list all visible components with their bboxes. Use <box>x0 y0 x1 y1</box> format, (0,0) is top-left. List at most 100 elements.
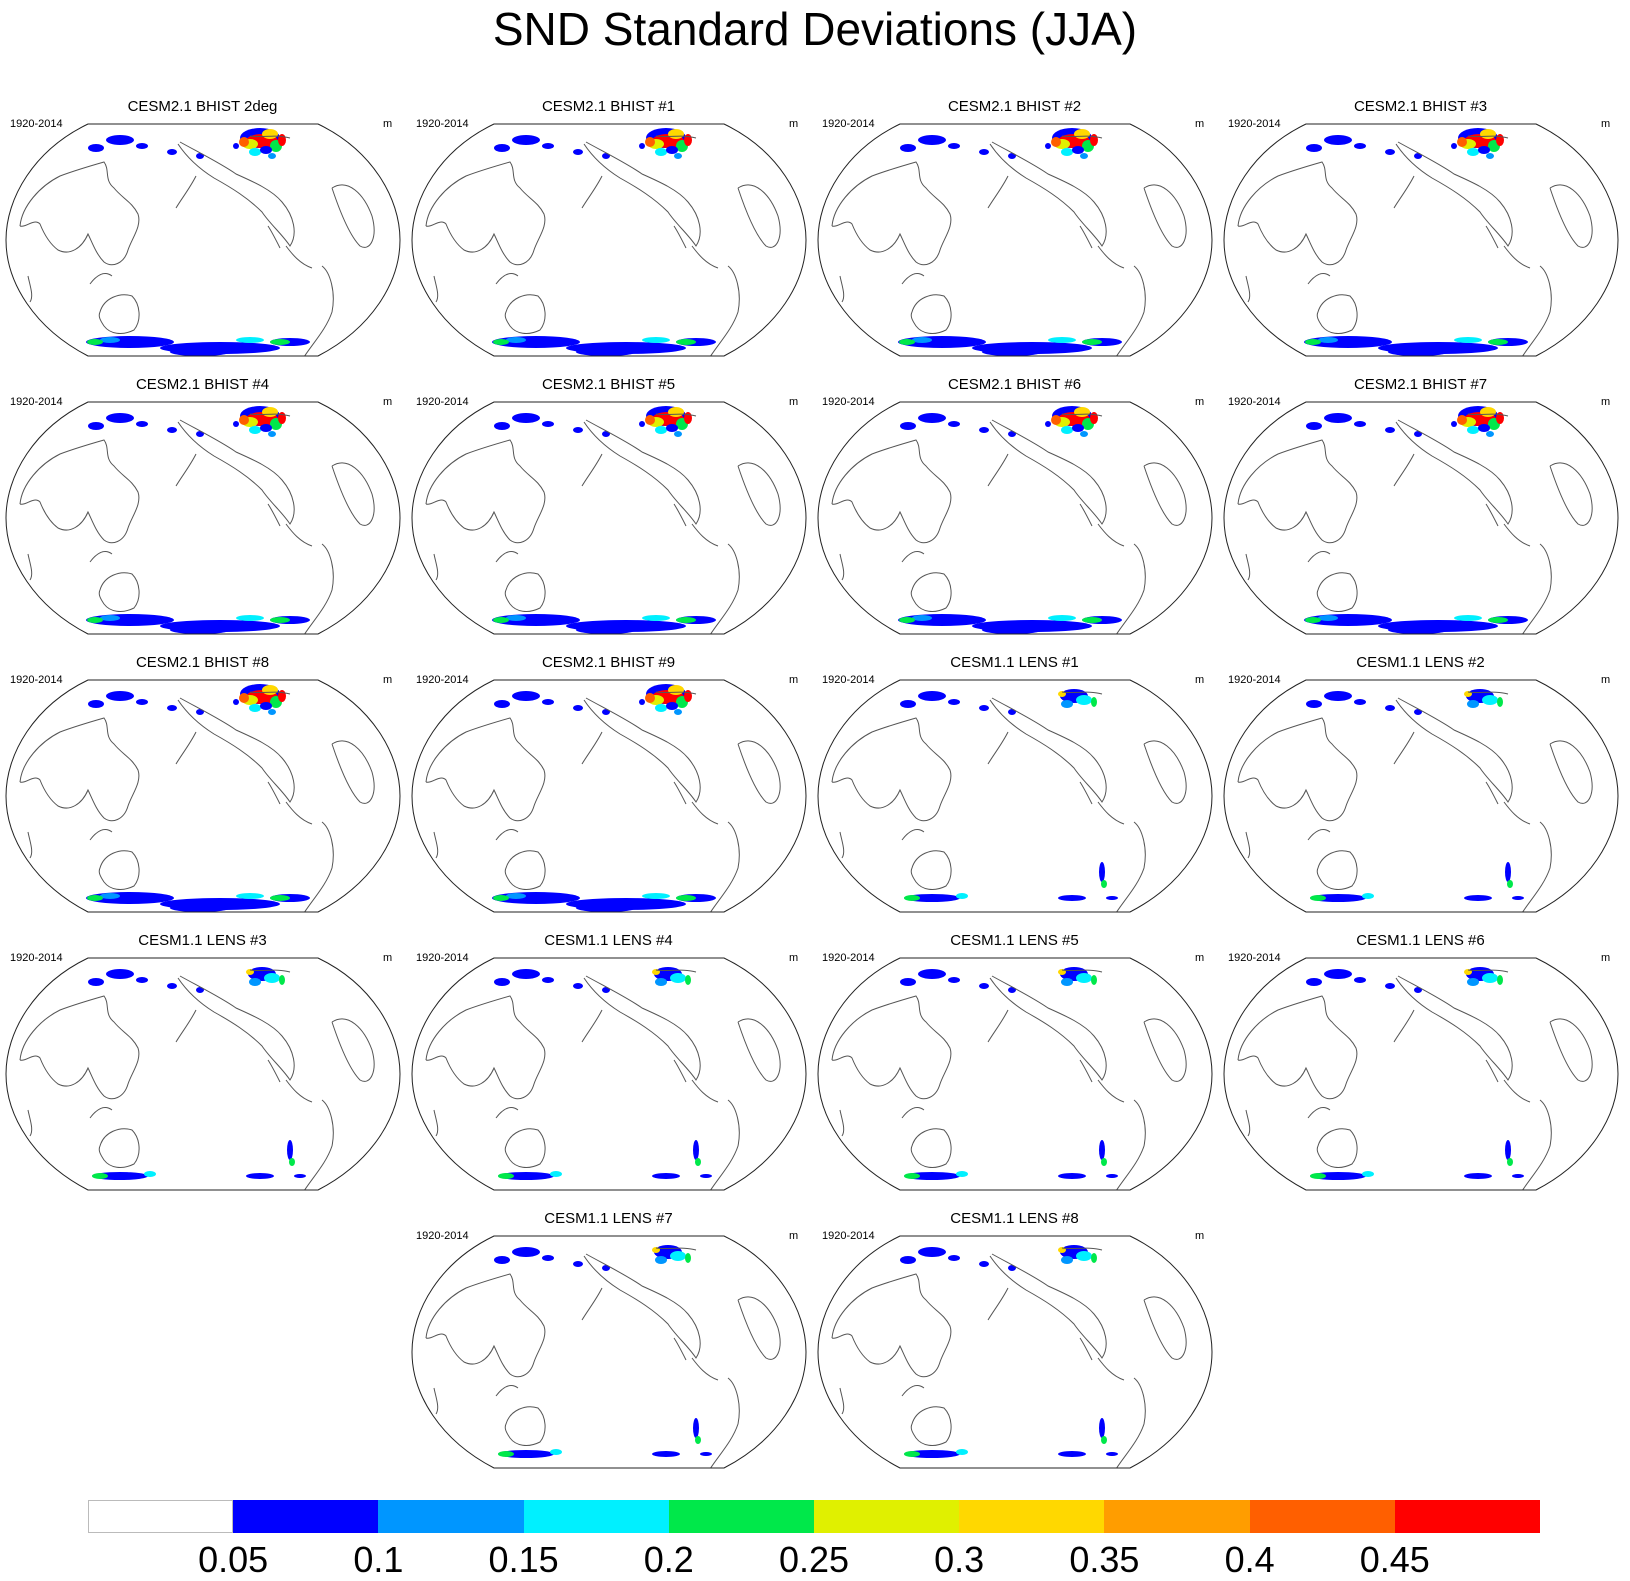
globe-outline <box>5 401 401 635</box>
robinson-map <box>817 123 1213 357</box>
map-panel: CESM2.1 BHIST #5 1920-2014 m <box>406 376 811 641</box>
robinson-map <box>411 1235 807 1469</box>
robinson-map <box>817 957 1213 1191</box>
panel-period-label: 1920-2014 <box>1228 118 1281 130</box>
panel-units-label: m <box>1601 952 1611 964</box>
globe-outline <box>411 401 807 635</box>
colorbar-tick-label: 0.3 <box>934 1539 985 1580</box>
figure-title: SND Standard Deviations (JJA) <box>492 3 1138 55</box>
colorbar-box <box>233 1500 379 1533</box>
globe-outline <box>1223 957 1619 1191</box>
map-panel: CESM1.1 LENS #1 1920-2014 m <box>812 654 1217 919</box>
panel-period-label: 1920-2014 <box>1228 396 1281 408</box>
robinson-map <box>1223 401 1619 635</box>
colorbar-box <box>814 1500 960 1533</box>
panel-period-label: 1920-2014 <box>822 674 875 686</box>
snow-depth-field <box>425 684 781 912</box>
panel-units-label: m <box>789 1230 799 1242</box>
panel-title: CESM1.1 LENS #4 <box>544 932 673 949</box>
map-panel: CESM1.1 LENS #6 1920-2014 m <box>1218 932 1623 1197</box>
panel-period-label: 1920-2014 <box>416 674 469 686</box>
globe-outline <box>817 679 1213 913</box>
map-panel: CESM2.1 BHIST #9 1920-2014 m <box>406 654 811 919</box>
colorbar-tick-label: 0.2 <box>643 1539 694 1580</box>
panel-title: CESM2.1 BHIST #8 <box>135 654 270 671</box>
colorbar-box <box>523 1500 669 1533</box>
colorbar-tick-label: 0.15 <box>488 1539 559 1580</box>
globe-outline <box>411 957 807 1191</box>
robinson-map <box>411 123 807 357</box>
panel-title: CESM2.1 BHIST #2 <box>947 98 1082 115</box>
panel-period-label: 1920-2014 <box>10 118 63 130</box>
panel-title: CESM1.1 LENS #2 <box>1356 654 1485 671</box>
snow-depth-field <box>831 967 1187 1190</box>
colorbar-tick-label: 0.25 <box>778 1539 850 1580</box>
panel-period-label: 1920-2014 <box>10 396 63 408</box>
panel-period-label: 1920-2014 <box>416 396 469 408</box>
panel-units-label: m <box>1195 118 1205 130</box>
map-panel: CESM1.1 LENS #3 1920-2014 m <box>0 932 405 1197</box>
robinson-map <box>411 401 807 635</box>
globe-outline <box>5 957 401 1191</box>
panel-title: CESM2.1 BHIST 2deg <box>127 98 278 115</box>
colorbar-tick-label: 0.4 <box>1224 1539 1275 1580</box>
map-panel: CESM2.1 BHIST #4 1920-2014 m <box>0 376 405 641</box>
colorbar-box <box>1104 1500 1250 1533</box>
map-panel: CESM2.1 BHIST 2deg 1920-2014 m <box>0 98 405 363</box>
robinson-map <box>817 679 1213 913</box>
colorbar-tick-label: 0.35 <box>1069 1539 1140 1580</box>
panel-period-label: 1920-2014 <box>10 674 63 686</box>
globe-outline <box>411 1235 807 1469</box>
panel-period-label: 1920-2014 <box>416 952 469 964</box>
panel-units-label: m <box>789 396 799 408</box>
globe-outline <box>5 679 401 913</box>
snow-depth-field <box>831 689 1187 912</box>
globe-outline <box>5 123 401 357</box>
colorbar-box <box>88 1500 234 1533</box>
panel-units-label: m <box>383 952 393 964</box>
globe-outline <box>411 123 807 357</box>
robinson-map <box>1223 123 1619 357</box>
robinson-map <box>411 679 807 913</box>
map-panel: CESM2.1 BHIST #1 1920-2014 m <box>406 98 811 363</box>
panel-units-label: m <box>789 674 799 686</box>
panel-period-label: 1920-2014 <box>10 952 63 964</box>
panel-units-label: m <box>383 396 393 408</box>
panel-units-label: m <box>383 674 393 686</box>
panel-period-label: 1920-2014 <box>822 1230 875 1242</box>
panel-units-label: m <box>789 118 799 130</box>
snow-depth-field <box>425 1245 781 1468</box>
panel-units-label: m <box>383 118 393 130</box>
globe-outline <box>817 401 1213 635</box>
map-panel: CESM2.1 BHIST #3 1920-2014 m <box>1218 98 1623 363</box>
colorbar-box <box>378 1500 524 1533</box>
snow-depth-field <box>19 406 375 634</box>
snow-depth-field <box>831 128 1187 356</box>
robinson-map <box>5 679 401 913</box>
colorbar-box <box>1249 1500 1395 1533</box>
colorbar: 0.05 0.1 0.15 0.2 0.25 0.3 0.35 0.4 0.45 <box>0 1490 1630 1581</box>
panel-units-label: m <box>1601 118 1611 130</box>
snow-depth-field <box>1237 689 1593 912</box>
robinson-map <box>1223 957 1619 1191</box>
map-panel: CESM1.1 LENS #4 1920-2014 m <box>406 932 811 1197</box>
robinson-map <box>411 957 807 1191</box>
panel-period-label: 1920-2014 <box>1228 674 1281 686</box>
panel-title: CESM1.1 LENS #7 <box>544 1210 673 1227</box>
snow-depth-field <box>1237 967 1593 1190</box>
robinson-map <box>5 957 401 1191</box>
globe-outline <box>817 957 1213 1191</box>
robinson-map <box>1223 679 1619 913</box>
map-panel: CESM2.1 BHIST #8 1920-2014 m <box>0 654 405 919</box>
panel-period-label: 1920-2014 <box>416 118 469 130</box>
panel-title: CESM1.1 LENS #1 <box>950 654 1079 671</box>
panel-title: CESM1.1 LENS #3 <box>138 932 267 949</box>
snow-depth-field <box>831 406 1187 634</box>
robinson-map <box>817 401 1213 635</box>
panel-title: CESM2.1 BHIST #6 <box>947 376 1082 393</box>
globe-outline <box>817 123 1213 357</box>
snow-depth-field <box>1237 128 1593 356</box>
snow-depth-field <box>425 967 781 1190</box>
snow-depth-field <box>425 128 781 356</box>
panel-period-label: 1920-2014 <box>822 952 875 964</box>
